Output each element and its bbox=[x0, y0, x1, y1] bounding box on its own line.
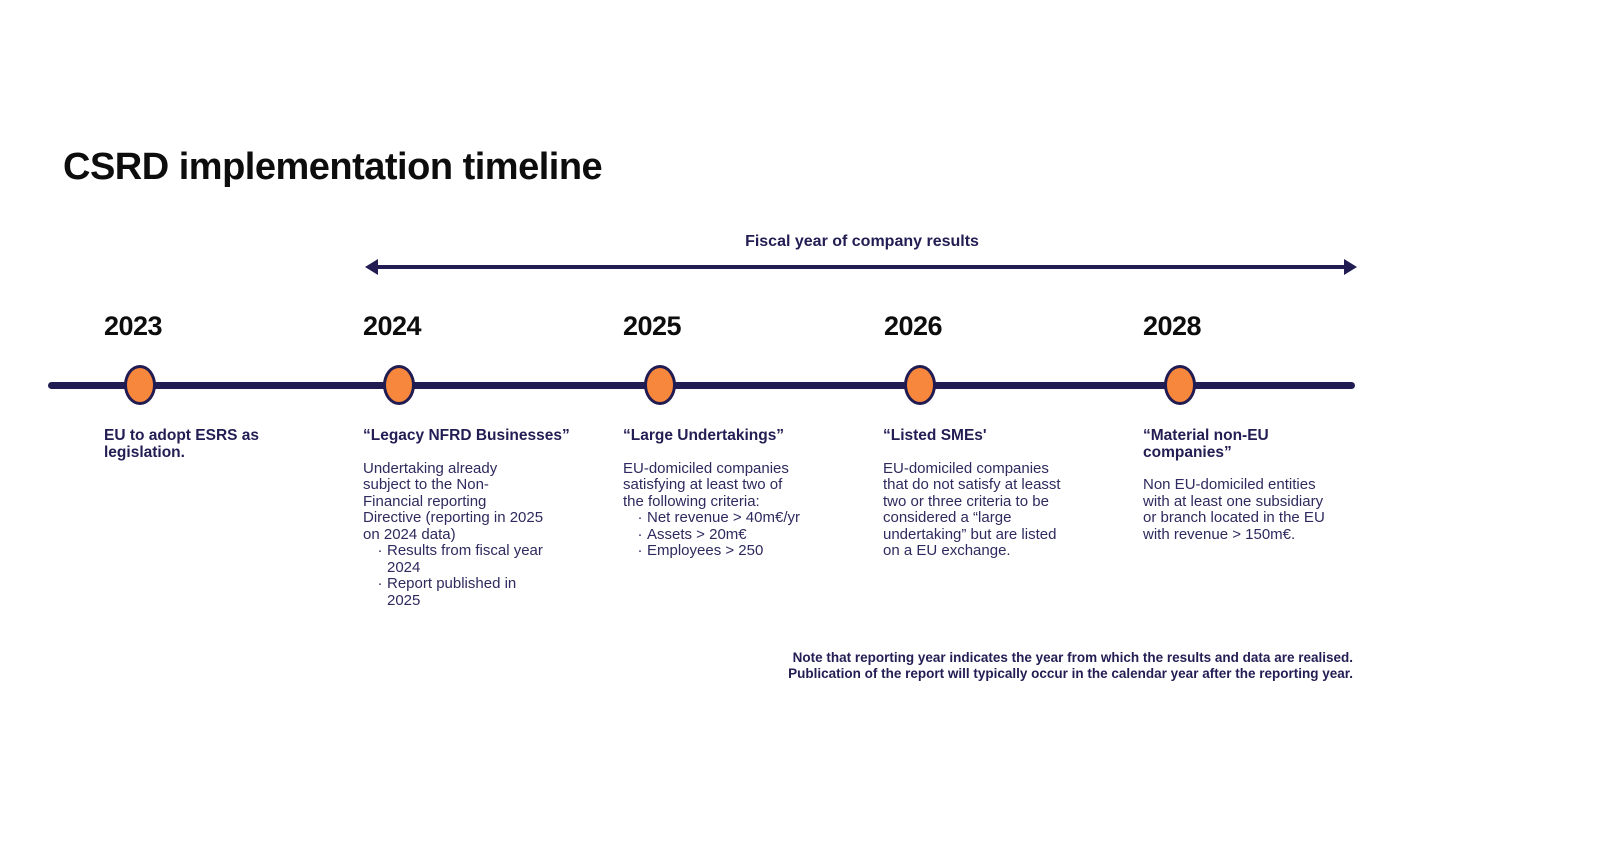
timeline-column-2025: “Large Undertakings” EU-domiciled compan… bbox=[623, 427, 823, 560]
page-title: CSRD implementation timeline bbox=[63, 146, 603, 188]
year-label-2026: 2026 bbox=[884, 311, 943, 341]
bullet-text: Net revenue > 40m€/yr bbox=[647, 509, 800, 526]
year-label-2028: 2028 bbox=[1143, 311, 1202, 341]
list-item: · Report published in 2025 bbox=[373, 575, 581, 609]
timeline-dot-2024 bbox=[383, 365, 415, 405]
column-body: EU-domiciled companies satisfying at lea… bbox=[623, 459, 789, 510]
timeline-axis-line bbox=[48, 382, 1355, 389]
year-label-2023: 2023 bbox=[104, 311, 163, 341]
column-heading: EU to adopt ESRS as legislation. bbox=[104, 427, 260, 461]
list-item: · Assets > 20m€ bbox=[633, 525, 823, 544]
arrow-left-head-icon bbox=[365, 259, 378, 275]
fiscal-year-arrow-label: Fiscal year of company results bbox=[745, 233, 979, 250]
list-item: · Employees > 250 bbox=[633, 542, 823, 560]
year-label-2024: 2024 bbox=[363, 311, 422, 341]
timeline-dot-2025 bbox=[644, 365, 676, 405]
footnote: Note that reporting year indicates the y… bbox=[653, 650, 1353, 681]
list-item: · Results from fiscal year 2024 bbox=[373, 542, 581, 576]
bullet-list: · Results from fiscal year 2024 · Report… bbox=[363, 542, 581, 609]
column-body: EU-domiciled companies that do not satis… bbox=[883, 459, 1061, 559]
arrow-right-head-icon bbox=[1344, 259, 1357, 275]
bullet-text: Assets > 20m€ bbox=[647, 525, 747, 543]
bullet-text: Report published in 2025 bbox=[387, 575, 517, 609]
column-heading: “Listed SMEs' bbox=[883, 427, 987, 444]
timeline-dot-2028 bbox=[1164, 365, 1196, 405]
column-body: Undertaking already subject to the Non- … bbox=[363, 459, 544, 543]
column-body: Non EU-domiciled entities with at least … bbox=[1143, 476, 1325, 543]
bullet-text: Results from fiscal year 2024 bbox=[387, 542, 543, 576]
fiscal-year-arrow-line bbox=[377, 265, 1345, 269]
list-item: · Net revenue > 40m€/yr bbox=[633, 509, 823, 527]
timeline-dot-2023 bbox=[124, 365, 156, 405]
timeline-column-2023: EU to adopt ESRS as legislation. bbox=[104, 427, 284, 461]
timeline-dot-2026 bbox=[904, 365, 936, 405]
timeline-column-2026: “Listed SMEs' EU-domiciled companies tha… bbox=[883, 427, 1095, 560]
bullet-icon: · bbox=[637, 509, 643, 526]
footnote-line-1: Note that reporting year indicates the y… bbox=[792, 650, 1353, 665]
footnote-line-2: Publication of the report will typically… bbox=[788, 665, 1353, 681]
bullet-icon: · bbox=[637, 525, 643, 543]
column-heading: “Large Undertakings” bbox=[623, 427, 785, 444]
bullet-text: Employees > 250 bbox=[647, 542, 764, 559]
column-heading: “Legacy NFRD Businesses” bbox=[363, 427, 570, 444]
bullet-icon: · bbox=[377, 542, 383, 559]
year-label-2025: 2025 bbox=[623, 311, 682, 341]
bullet-list: · Net revenue > 40m€/yr · Assets > 20m€ … bbox=[623, 509, 823, 560]
bullet-icon: · bbox=[637, 542, 643, 559]
bullet-icon: · bbox=[377, 575, 383, 592]
timeline-column-2024: “Legacy NFRD Businesses” Undertaking alr… bbox=[363, 427, 581, 609]
timeline-column-2028: “Material non-EU companies” Non EU-domic… bbox=[1143, 427, 1357, 543]
column-heading: “Material non-EU companies” bbox=[1143, 427, 1269, 461]
